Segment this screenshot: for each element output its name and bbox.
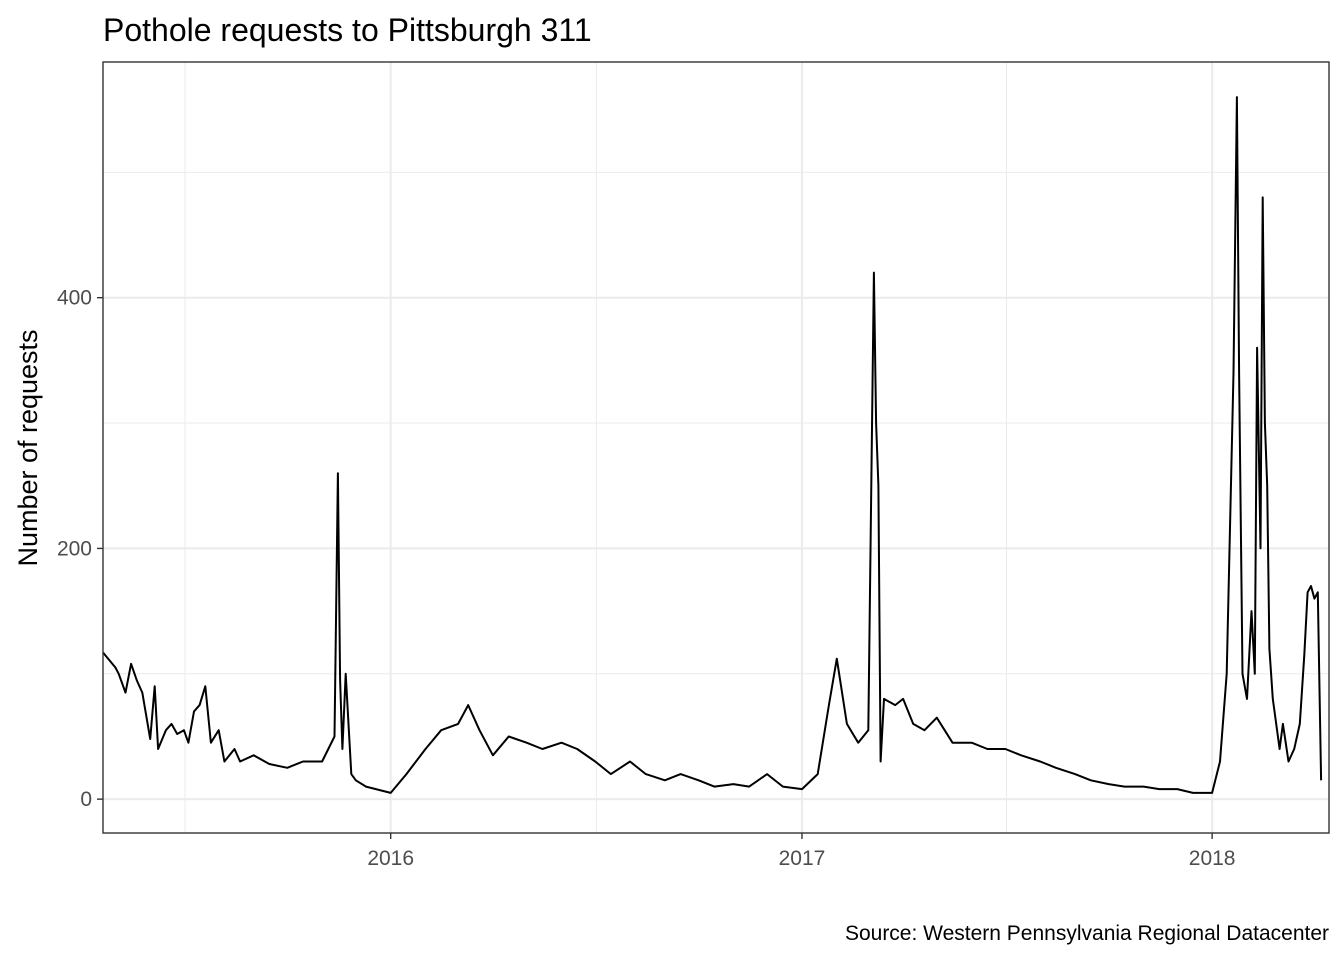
panel-background [103,62,1329,833]
x-tick-label: 2017 [779,847,826,870]
chart-caption: Source: Western Pennsylvania Regional Da… [845,922,1329,945]
minor-gridlines [103,62,1329,833]
panel-border [102,61,1330,834]
y-axis: 0 200 400 [57,287,103,811]
y-tick-label: 0 [80,788,92,811]
y-tick-label: 200 [57,537,92,560]
y-axis-title: Number of requests [13,329,43,566]
chart-title: Pothole requests to Pittsburgh 311 [103,12,592,48]
x-axis: 2016 2017 2018 [367,833,1235,870]
x-tick-label: 2016 [367,847,414,870]
x-tick-label: 2018 [1189,847,1236,870]
y-tick-label: 400 [57,287,92,310]
plot-panel [102,61,1330,834]
major-gridlines [103,62,1329,833]
series-line [102,96,1323,794]
